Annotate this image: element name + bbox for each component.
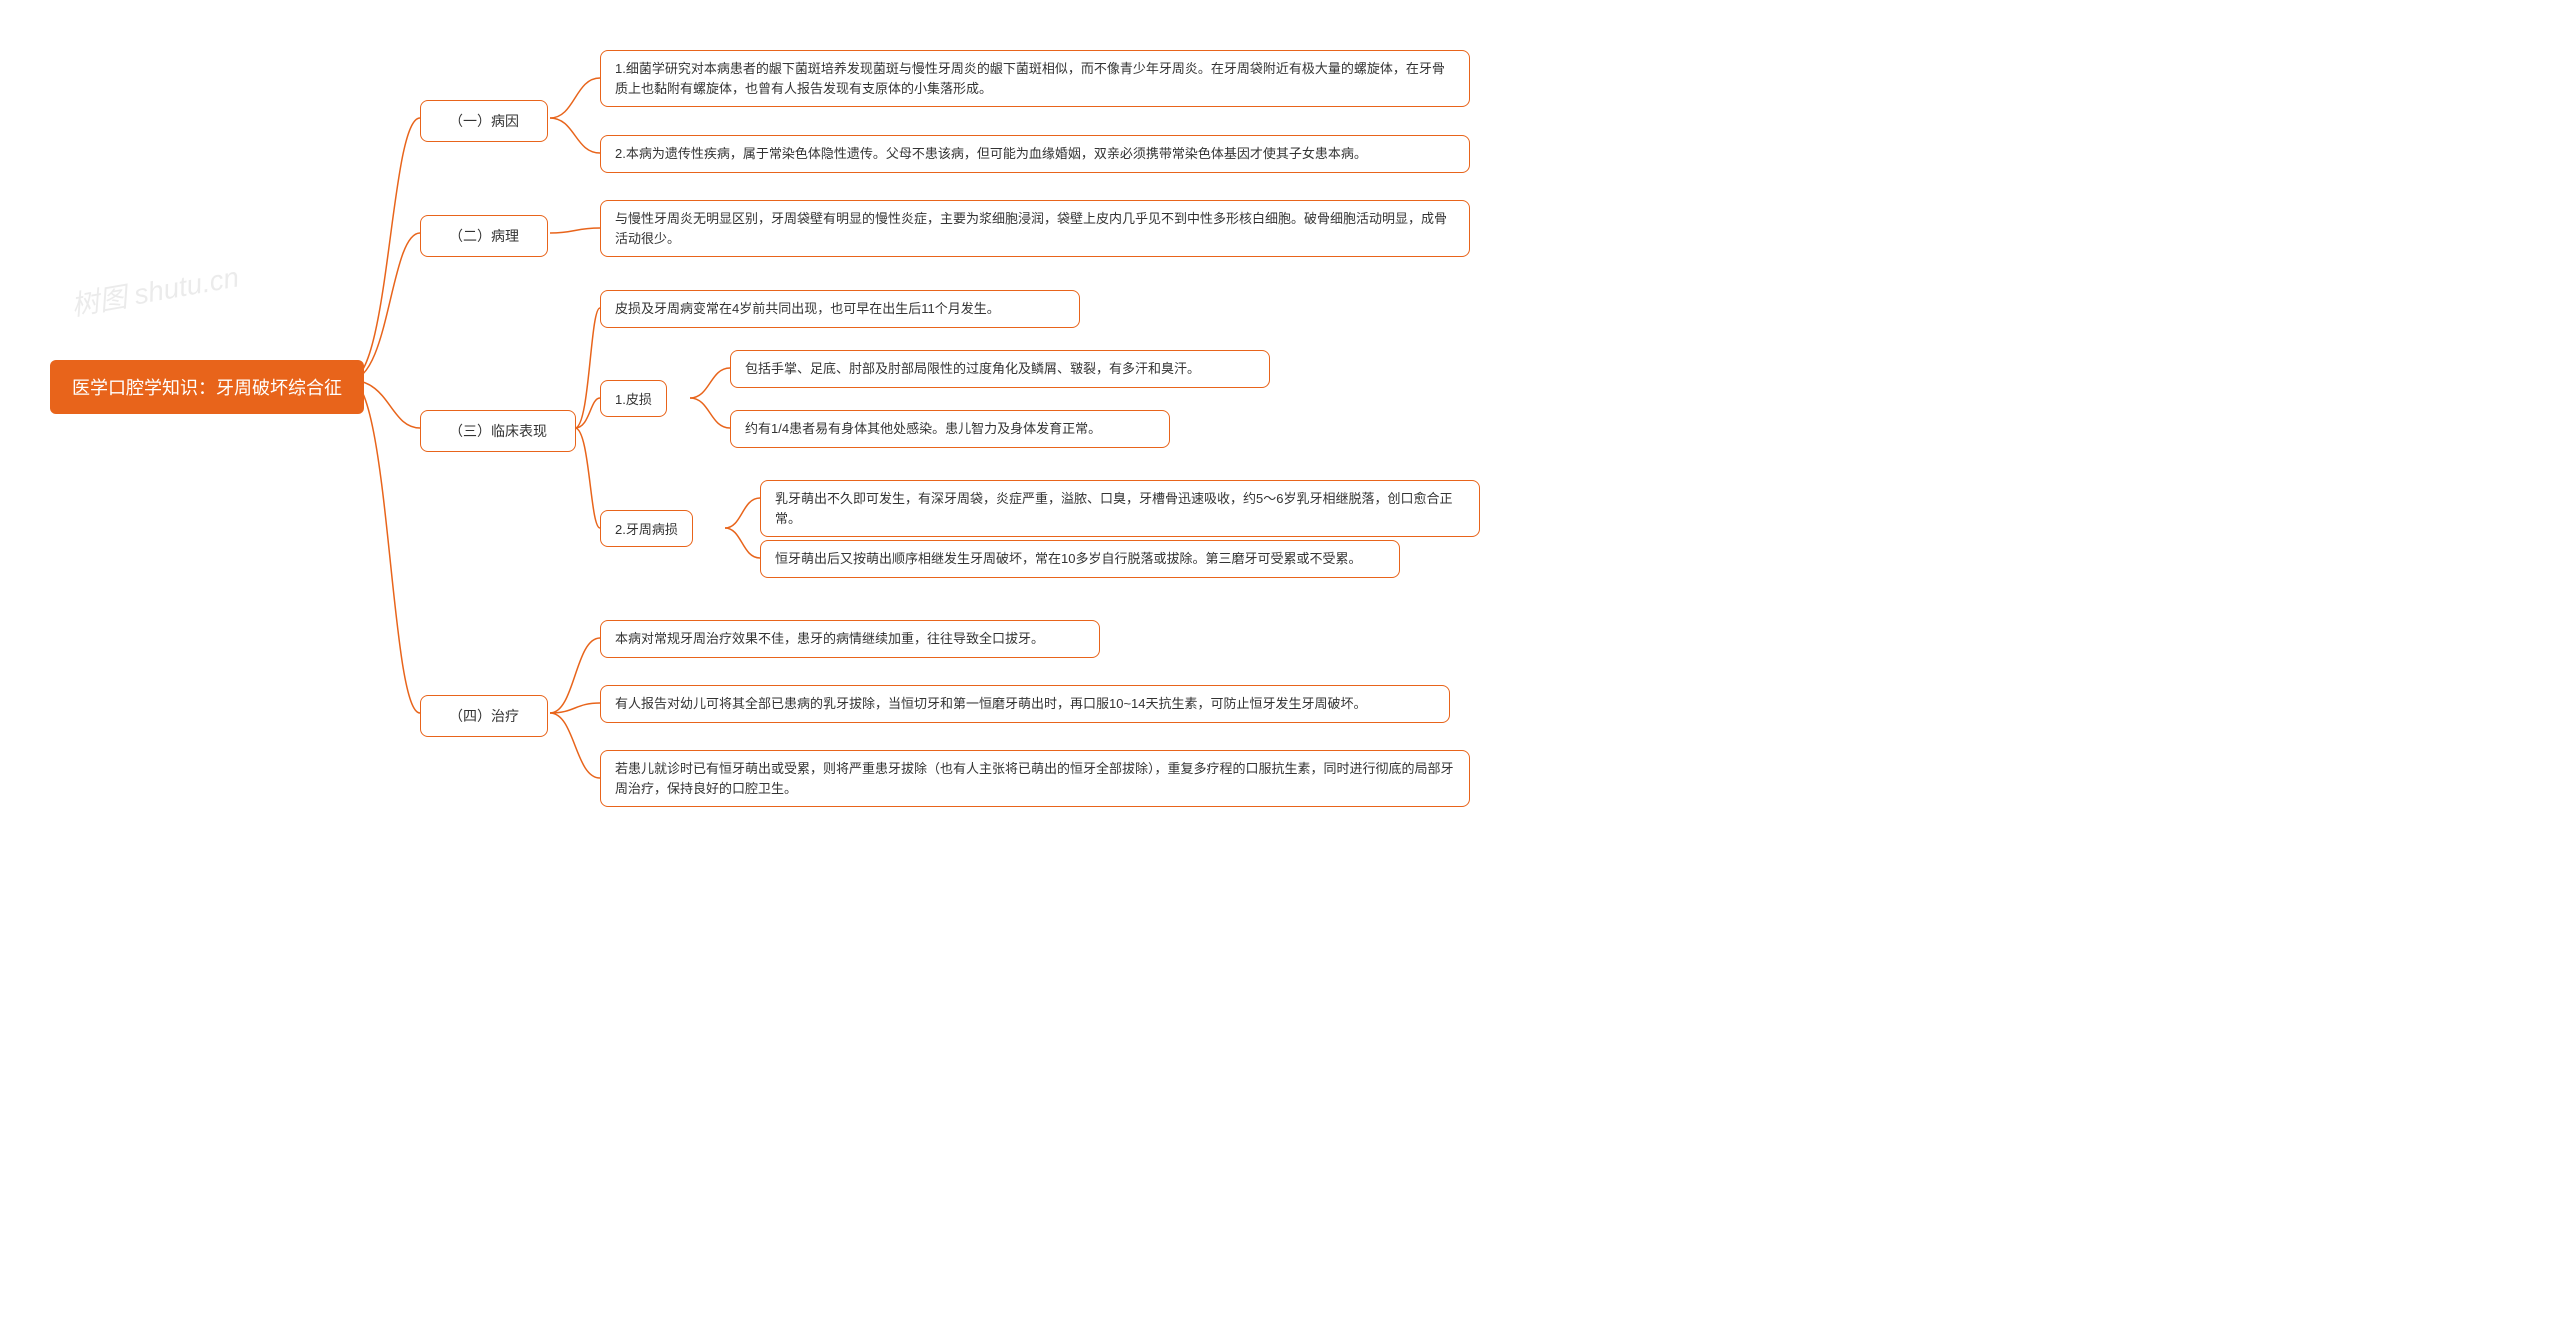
leaf-node[interactable]: 有人报告对幼儿可将其全部已患病的乳牙拔除，当恒切牙和第一恒磨牙萌出时，再口服10… (600, 685, 1450, 723)
branch-node-pathology[interactable]: （二）病理 (420, 215, 548, 257)
branch-node-treatment[interactable]: （四）治疗 (420, 695, 548, 737)
leaf-node[interactable]: 恒牙萌出后又按萌出顺序相继发生牙周破坏，常在10多岁自行脱落或拔除。第三磨牙可受… (760, 540, 1400, 578)
leaf-node[interactable]: 2.本病为遗传性疾病，属于常染色体隐性遗传。父母不患该病，但可能为血缘婚姻，双亲… (600, 135, 1470, 173)
sub-node-periodontal-lesion[interactable]: 2.牙周病损 (600, 510, 693, 547)
leaf-node[interactable]: 包括手掌、足底、肘部及肘部局限性的过度角化及鳞屑、皲裂，有多汗和臭汗。 (730, 350, 1270, 388)
leaf-node[interactable]: 约有1/4患者易有身体其他处感染。患儿智力及身体发育正常。 (730, 410, 1170, 448)
branch-node-clinical[interactable]: （三）临床表现 (420, 410, 576, 452)
watermark: 树图 shutu.cn (68, 256, 242, 325)
sub-node-skin-lesion[interactable]: 1.皮损 (600, 380, 667, 417)
leaf-node[interactable]: 若患儿就诊时已有恒牙萌出或受累，则将严重患牙拔除（也有人主张将已萌出的恒牙全部拔… (600, 750, 1470, 807)
root-node[interactable]: 医学口腔学知识：牙周破坏综合征 (50, 360, 364, 414)
leaf-node[interactable]: 皮损及牙周病变常在4岁前共同出现，也可早在出生后11个月发生。 (600, 290, 1080, 328)
mindmap-container: 树图 shutu.cn 树图 shutu.cn 医学口腔学知识：牙周破坏综合征 … (20, 20, 1520, 840)
leaf-node[interactable]: 1.细菌学研究对本病患者的龈下菌斑培养发现菌斑与慢性牙周炎的龈下菌斑相似，而不像… (600, 50, 1470, 107)
leaf-node[interactable]: 乳牙萌出不久即可发生，有深牙周袋，炎症严重，溢脓、口臭，牙槽骨迅速吸收，约5～6… (760, 480, 1480, 537)
branch-node-etiology[interactable]: （一）病因 (420, 100, 548, 142)
leaf-node[interactable]: 与慢性牙周炎无明显区别，牙周袋壁有明显的慢性炎症，主要为浆细胞浸润，袋壁上皮内几… (600, 200, 1470, 257)
leaf-node[interactable]: 本病对常规牙周治疗效果不佳，患牙的病情继续加重，往往导致全口拔牙。 (600, 620, 1100, 658)
